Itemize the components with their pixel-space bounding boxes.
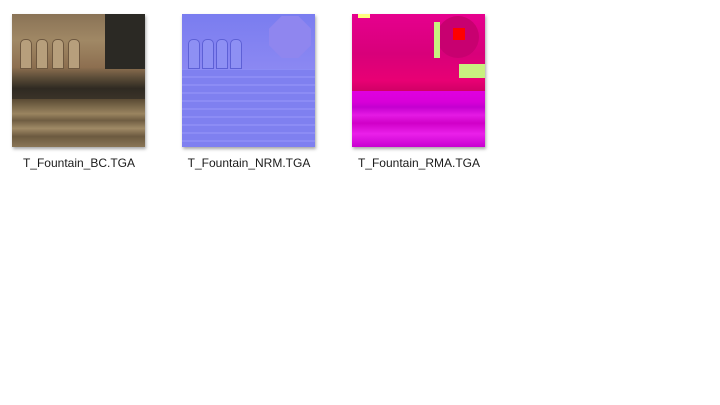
thumbnail-bc[interactable] — [12, 14, 145, 147]
texture-detail — [269, 16, 311, 58]
thumbnail-rma[interactable] — [352, 14, 485, 147]
texture-detail — [105, 14, 145, 69]
texture-detail — [434, 22, 440, 58]
texture-detail — [358, 14, 370, 18]
texture-detail — [36, 39, 48, 69]
file-name[interactable]: T_Fountain_BC.TGA — [22, 156, 136, 170]
texture-detail — [52, 39, 64, 69]
texture-detail — [453, 28, 465, 40]
texture-detail — [202, 39, 214, 69]
thumbnail-nrm[interactable] — [182, 14, 315, 147]
file-name[interactable]: T_Fountain_NRM.TGA — [187, 156, 311, 170]
texture-detail — [459, 64, 485, 78]
file-name[interactable]: T_Fountain_RMA.TGA — [357, 156, 481, 170]
texture-detail — [68, 39, 80, 69]
texture-detail — [216, 39, 228, 69]
texture-detail — [188, 39, 200, 69]
texture-detail — [230, 39, 242, 69]
texture-detail — [20, 39, 32, 69]
